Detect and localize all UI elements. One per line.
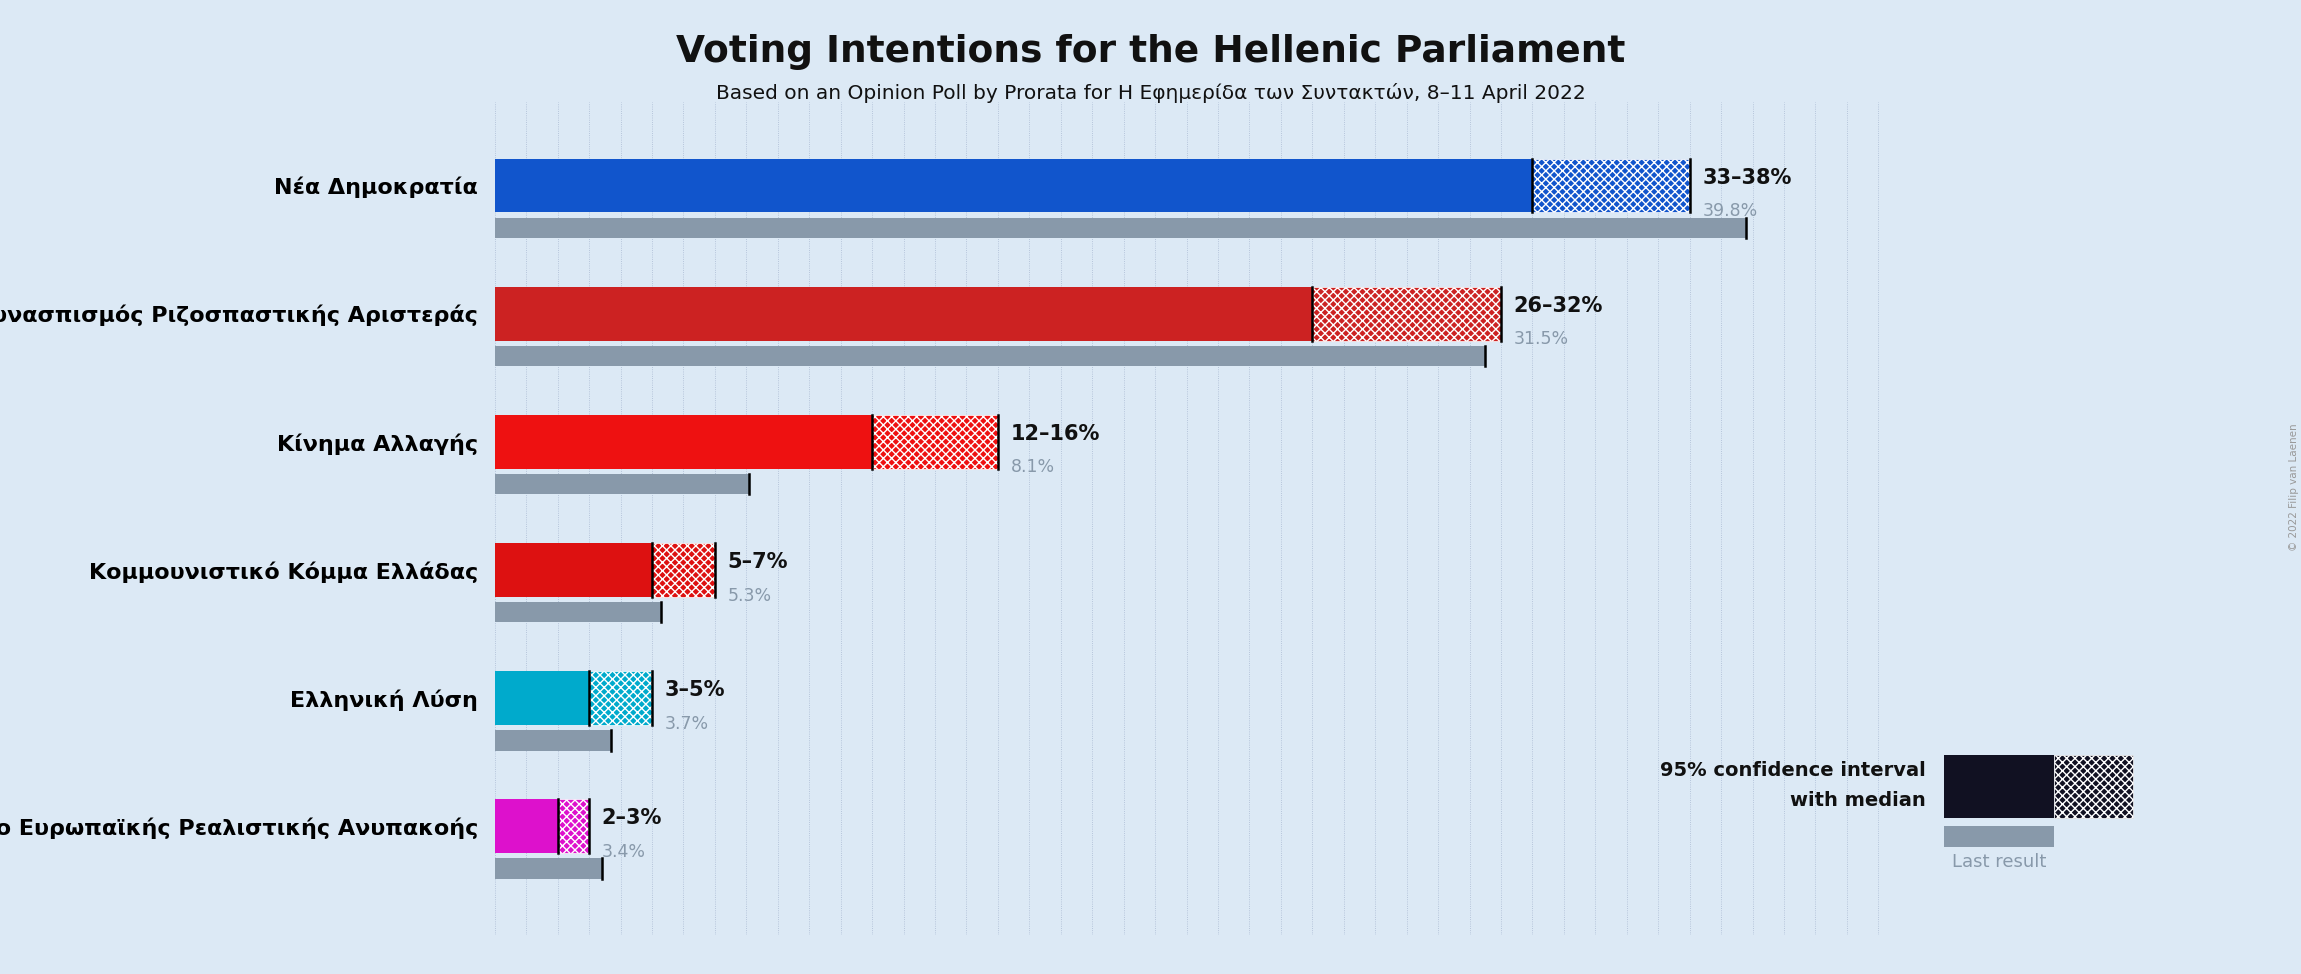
Bar — [872, 415, 999, 468]
Text: 3.7%: 3.7% — [665, 715, 709, 732]
Text: 2–3%: 2–3% — [601, 808, 663, 829]
Bar — [495, 217, 1746, 238]
Bar — [495, 602, 660, 622]
Text: 95% confidence interval: 95% confidence interval — [1661, 762, 1926, 780]
Text: 5.3%: 5.3% — [727, 586, 771, 605]
Text: 31.5%: 31.5% — [1514, 330, 1569, 349]
Text: Based on an Opinion Poll by Prorata for H Εφημερίδα των Συντακτών, 8–11 April 20: Based on an Opinion Poll by Prorata for … — [716, 83, 1585, 103]
Bar — [589, 671, 651, 725]
Bar — [495, 346, 1486, 366]
Text: 5–7%: 5–7% — [727, 552, 787, 572]
Text: Voting Intentions for the Hellenic Parliament: Voting Intentions for the Hellenic Parli… — [676, 34, 1625, 70]
Bar — [495, 858, 601, 879]
Bar — [495, 473, 750, 495]
Text: © 2022 Filip van Laenen: © 2022 Filip van Laenen — [2289, 423, 2299, 551]
Text: 26–32%: 26–32% — [1514, 296, 1604, 316]
Text: 39.8%: 39.8% — [1703, 203, 1758, 220]
Bar — [495, 730, 612, 751]
Bar — [1532, 159, 1689, 212]
Bar — [495, 159, 1532, 212]
Bar — [495, 671, 589, 725]
Text: Last result: Last result — [1951, 853, 2046, 871]
Bar — [651, 543, 716, 597]
Bar — [1312, 286, 1500, 341]
Bar — [495, 543, 651, 597]
Bar — [557, 800, 589, 853]
Text: with median: with median — [1790, 791, 1926, 809]
Text: 8.1%: 8.1% — [1010, 459, 1054, 476]
Bar — [495, 286, 1312, 341]
Text: 33–38%: 33–38% — [1703, 168, 1792, 188]
Text: 12–16%: 12–16% — [1010, 424, 1100, 444]
Bar — [495, 415, 872, 468]
Text: 3–5%: 3–5% — [665, 680, 725, 700]
Text: 3.4%: 3.4% — [601, 843, 647, 861]
Bar — [495, 800, 557, 853]
